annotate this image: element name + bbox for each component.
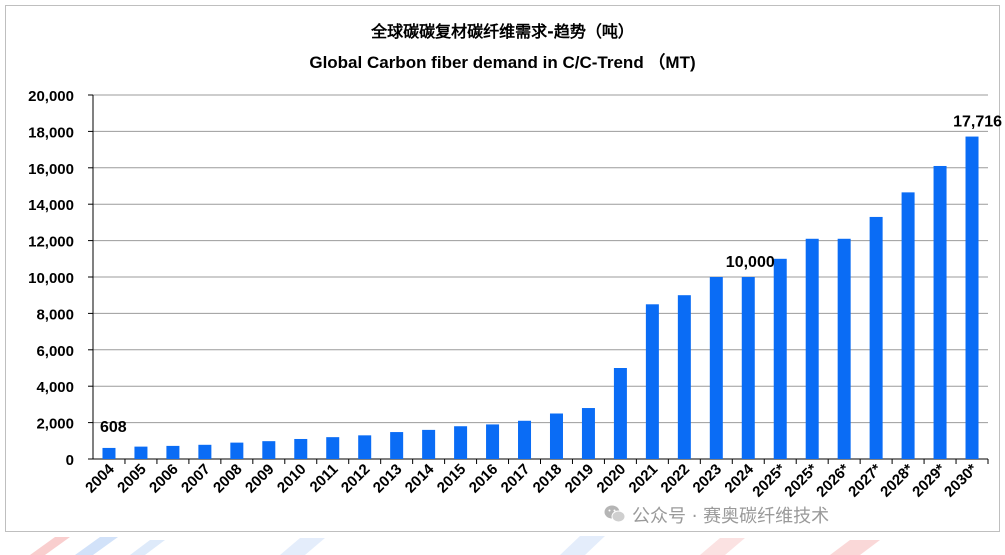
x-tick-label: 2025*: [749, 461, 789, 501]
data-label: 17,716: [953, 114, 1002, 131]
x-tick-label: 2013: [370, 461, 406, 497]
y-tick-label: 0: [66, 452, 74, 469]
x-tick-label: 2008: [210, 461, 246, 497]
bar-2019: [581, 408, 595, 459]
bar-2024: [741, 277, 755, 459]
x-axis-tick-labels: 2004200520062007200820092010201120122013…: [82, 460, 981, 500]
bar-2008: [230, 442, 244, 459]
x-tick-label: 2023: [690, 461, 726, 497]
bar-2015: [454, 426, 468, 459]
x-tick-label: 2027*: [845, 461, 885, 501]
bar-2011: [326, 437, 340, 459]
y-tick-label: 12,000: [28, 234, 74, 251]
decorative-logo-strip: [30, 536, 880, 555]
bar-2029*: [933, 165, 947, 460]
bar-2030*: [965, 136, 979, 460]
bar-2017: [518, 420, 532, 459]
x-tick-label: 2012: [338, 461, 374, 497]
bar-2022: [677, 295, 691, 459]
x-tick-label: 2007: [178, 461, 214, 497]
y-tick-label: 10,000: [28, 270, 74, 287]
bar-chart: 0 2,000 4,000 6,000 8,000 10,000 12,000 14,000 1…: [28, 88, 1002, 501]
x-tick-label: 2022: [658, 461, 694, 497]
x-tick-label: 2021: [626, 461, 662, 497]
bar-2025*: [773, 258, 787, 459]
data-label: 10,000: [726, 254, 775, 271]
bar-2014: [422, 429, 436, 459]
x-tick-label: 2019: [562, 461, 598, 497]
x-tick-label: 2011: [307, 461, 342, 496]
x-tick-label: 2018: [530, 461, 566, 497]
gridlines: [93, 94, 988, 460]
y-tick-label: 20,000: [28, 88, 74, 105]
y-tick-label: 6,000: [36, 343, 74, 360]
x-tick-label: 2010: [274, 461, 310, 497]
bar-2021: [645, 304, 659, 459]
x-tick-label: 2014: [402, 460, 438, 496]
bar-2004: [102, 447, 116, 459]
x-tick-label: 2016: [466, 461, 502, 497]
y-tick-label: 14,000: [28, 197, 74, 214]
wechat-logo-icon: [604, 505, 626, 523]
bar-2020: [613, 368, 627, 459]
bar-2013: [390, 432, 404, 459]
bar-2016: [486, 424, 500, 459]
x-tick-label: 2006: [146, 461, 182, 497]
data-label: 608: [100, 419, 127, 436]
axes: [88, 94, 989, 464]
bar-2023: [709, 277, 723, 459]
y-tick-label: 4,000: [36, 379, 74, 396]
watermark-text: 公众号 · 赛奥碳纤维技术: [632, 506, 830, 527]
x-tick-label: 2029*: [909, 461, 949, 501]
x-tick-label: 2017: [498, 461, 534, 497]
bar-2028*: [901, 192, 915, 459]
bar-2010: [294, 438, 308, 459]
x-tick-label: 2004: [82, 460, 118, 496]
bar-2018: [549, 413, 563, 459]
x-tick-label: 2028*: [877, 461, 917, 501]
x-tick-label: 2025*: [781, 461, 821, 501]
bar-2009: [262, 441, 276, 459]
chart-title-english: Global Carbon fiber demand in C/C-Trend …: [309, 53, 696, 72]
bar-2005: [134, 446, 148, 459]
x-tick-label: 2015: [434, 461, 470, 497]
data-labels: 608 10,000 17,716: [100, 114, 1002, 436]
y-tick-label: 18,000: [28, 124, 74, 141]
bar-2012: [358, 435, 372, 459]
y-tick-label: 8,000: [36, 306, 74, 323]
bar-2007: [198, 444, 212, 459]
x-tick-label: 2009: [242, 461, 278, 497]
bars: [102, 136, 979, 460]
bar-2006: [166, 445, 180, 459]
x-tick-label: 2020: [594, 461, 630, 497]
chart-title-chinese: 全球碳碳复材碳纤维需求-趋势（吨）: [371, 22, 634, 41]
watermark: 公众号 · 赛奥碳纤维技术: [604, 502, 830, 528]
chart-frame: [5, 5, 1000, 532]
x-tick-label: 2026*: [813, 461, 853, 501]
x-tick-label: 2030*: [941, 461, 981, 501]
y-tick-label: 2,000: [36, 416, 74, 433]
bar-2026*: [837, 238, 851, 459]
bar-2025*: [805, 238, 819, 459]
y-tick-label: 16,000: [28, 161, 74, 178]
bar-2027*: [869, 216, 883, 459]
x-tick-label: 2005: [114, 461, 150, 497]
y-axis-tick-labels: 0 2,000 4,000 6,000 8,000 10,000 12,000 14,000 1…: [28, 88, 74, 469]
